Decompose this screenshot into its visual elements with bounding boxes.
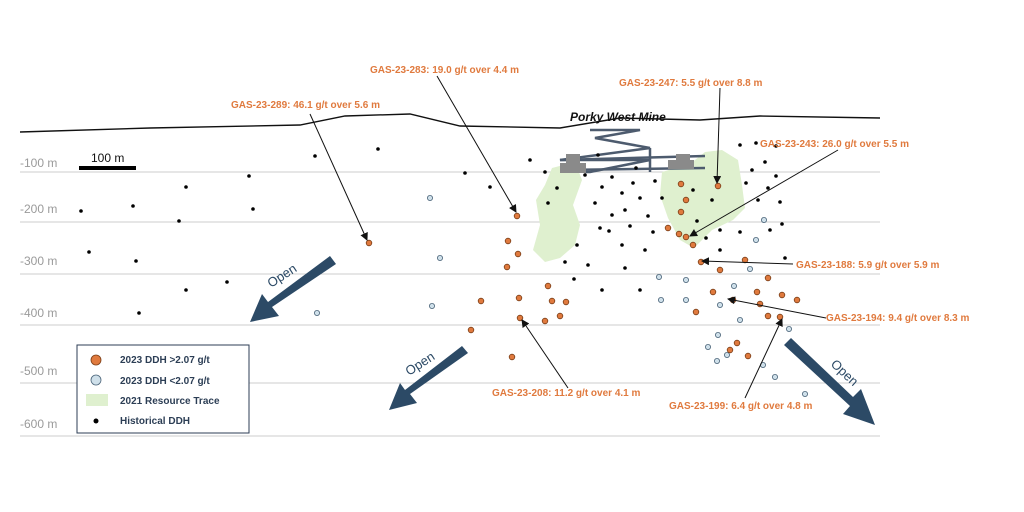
depth-labels: -100 m -200 m -300 m -400 m -500 m -600 … (20, 156, 57, 431)
callout-gas-23-194: GAS-23-194: 9.4 g/t over 8.3 m (826, 313, 970, 324)
legend-label-high-grade: 2023 DDH >2.07 g/t (120, 355, 210, 366)
callout-gas-23-208: GAS-23-208: 11.2 g/t over 4.1 m (492, 388, 641, 399)
open-arrow-left-shape (250, 256, 336, 322)
historical-ddh-points (79, 141, 787, 315)
mine-title: Porky West Mine (570, 110, 666, 124)
depth-label-500: -500 m (20, 364, 57, 378)
depth-label-400: -400 m (20, 306, 57, 320)
depth-label-100: -100 m (20, 156, 57, 170)
callout-gas-23-188: GAS-23-188: 5.9 g/t over 5.9 m (796, 260, 940, 271)
open-arrow-right-shape (784, 338, 875, 425)
legend-box (76, 344, 250, 434)
depth-label-200: -200 m (20, 202, 57, 216)
callout-leaders (309, 75, 839, 399)
resource-trace-left (533, 162, 582, 262)
legend-swatch-low-grade (90, 374, 102, 386)
ddh-2023-low-grade-points (313, 194, 809, 397)
scale-bar-label: 100 m (91, 151, 124, 165)
resource-traces (533, 150, 745, 262)
open-arrow-center-shape (389, 346, 468, 410)
depth-label-600: -600 m (20, 417, 57, 431)
depth-label-300: -300 m (20, 254, 57, 268)
legend-swatch-resource (86, 394, 108, 406)
legend-label-resource: 2021 Resource Trace (120, 396, 220, 407)
callout-gas-23-289: GAS-23-289: 46.1 g/t over 5.6 m (231, 100, 380, 111)
callout-gas-23-247: GAS-23-247: 5.5 g/t over 8.8 m (619, 78, 763, 89)
callout-gas-23-283: GAS-23-283: 19.0 g/t over 4.4 m (370, 65, 519, 76)
legend-label-historical: Historical DDH (120, 416, 190, 427)
open-arrow-center: Open (389, 346, 468, 410)
legend-swatch-high-grade (90, 354, 102, 366)
scale-bar-line (79, 166, 136, 170)
legend-label-low-grade: 2023 DDH <2.07 g/t (120, 376, 210, 387)
open-arrow-left: Open (250, 256, 336, 322)
resource-trace-right (660, 150, 745, 248)
surface-topography (19, 113, 881, 133)
scale-bar: 100 m (79, 151, 136, 170)
callout-gas-23-199: GAS-23-199: 6.4 g/t over 4.8 m (669, 401, 813, 412)
legend: 2023 DDH >2.07 g/t 2023 DDH <2.07 g/t 20… (76, 344, 250, 434)
callout-gas-23-243: GAS-23-243: 26.0 g/t over 5.5 m (760, 139, 909, 150)
callout-labels: GAS-23-289: 46.1 g/t over 5.6 m GAS-23-2… (231, 65, 970, 412)
mine-shaft-blocks (560, 154, 694, 173)
legend-swatch-historical (93, 418, 99, 424)
